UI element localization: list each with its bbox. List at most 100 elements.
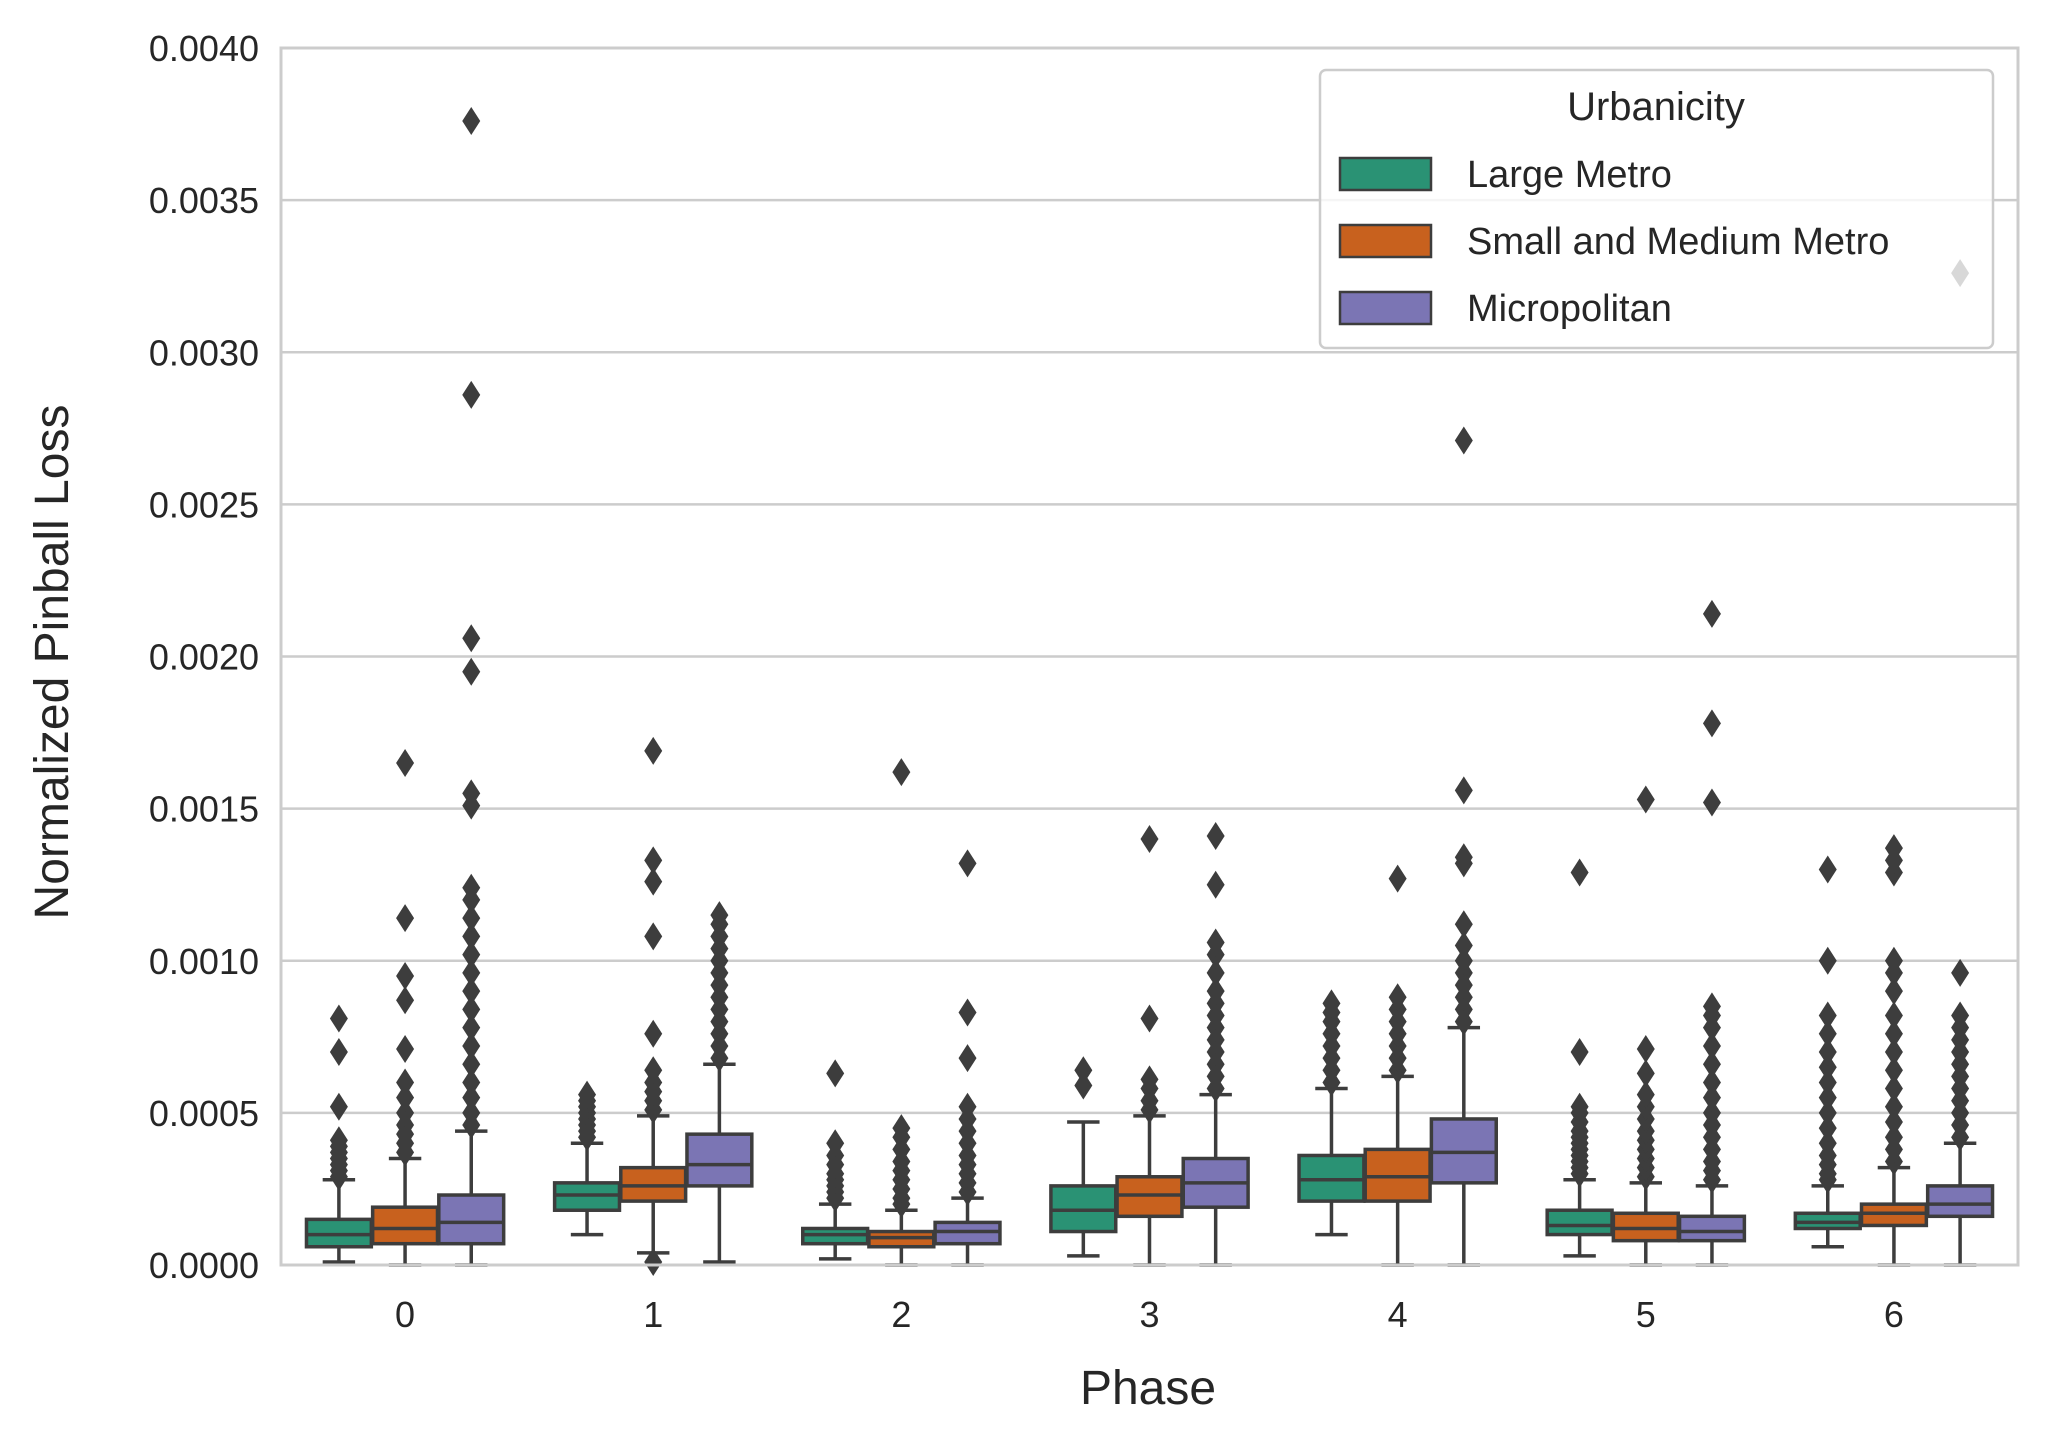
- box-micropolitan-phase-3: [1181, 822, 1250, 1267]
- outlier-point: [462, 995, 481, 1024]
- outlier-point: [462, 1031, 481, 1060]
- outlier-point: [710, 901, 729, 930]
- outlier-point: [462, 922, 481, 951]
- outlier-point: [958, 998, 977, 1027]
- outlier-point: [644, 1247, 663, 1276]
- outlier-point: [892, 1114, 911, 1143]
- outlier-point: [826, 1129, 845, 1158]
- x-tick-label: 5: [1636, 1294, 1656, 1335]
- y-tick-label: 0.0040: [149, 28, 259, 69]
- outlier-point: [462, 107, 481, 136]
- x-tick-label: 2: [891, 1294, 911, 1335]
- iqr-box: [1925, 1184, 1995, 1219]
- outlier-point: [1388, 983, 1407, 1012]
- outlier-point: [462, 1068, 481, 1097]
- outlier-point: [644, 1056, 663, 1085]
- iqr-box: [370, 1205, 440, 1246]
- box-large-metro-phase-2: [801, 1059, 870, 1261]
- outlier-point: [1884, 834, 1903, 863]
- boxes-layer: [304, 107, 1995, 1276]
- legend-label: Large Metro: [1467, 154, 1672, 196]
- outlier-point: [1074, 1071, 1093, 1100]
- outlier-point: [644, 846, 663, 875]
- outlier-point: [1074, 1056, 1093, 1085]
- outlier-point: [644, 922, 663, 951]
- outlier-point: [462, 977, 481, 1006]
- outlier-point: [462, 904, 481, 933]
- outlier-point: [462, 624, 481, 653]
- outlier-point: [1818, 1083, 1837, 1112]
- outlier-point: [462, 1050, 481, 1079]
- outlier-point: [1818, 1098, 1837, 1127]
- x-tick-label: 3: [1139, 1294, 1159, 1335]
- outlier-point: [1388, 864, 1407, 893]
- outlier-point: [396, 961, 415, 990]
- y-axis-label: Normalized Pinball Loss: [26, 405, 79, 920]
- legend-frame: [1318, 68, 1995, 350]
- box-micropolitan-phase-2: [933, 849, 1002, 1267]
- outlier-point: [1884, 1001, 1903, 1030]
- outlier-point: [1702, 992, 1721, 1021]
- outlier-point: [1454, 910, 1473, 939]
- outlier-point: [1884, 1038, 1903, 1067]
- y-tick-label: 0.0005: [149, 1093, 259, 1134]
- x-tick-label: 6: [1884, 1294, 1904, 1335]
- box-small-and-medium-metro-phase-6: [1859, 834, 1929, 1267]
- outlier-point: [1702, 788, 1721, 817]
- y-tick-label: 0.0010: [149, 941, 259, 982]
- legend-label: Small and Medium Metro: [1467, 221, 1889, 263]
- outlier-point: [462, 940, 481, 969]
- outlier-point: [1951, 1001, 1970, 1030]
- outlier-point: [329, 1038, 348, 1067]
- box-micropolitan-phase-5: [1677, 599, 1747, 1267]
- outlier-point: [1206, 822, 1225, 851]
- outlier-point: [1570, 1092, 1589, 1121]
- outlier-point: [1570, 858, 1589, 887]
- outlier-point: [1206, 958, 1225, 987]
- legend-swatch: [1338, 156, 1433, 192]
- outlier-point: [1702, 1050, 1721, 1079]
- box-micropolitan-phase-4: [1429, 426, 1498, 1267]
- outlier-point: [1636, 1034, 1655, 1063]
- box-small-and-medium-metro-phase-3: [1115, 825, 1184, 1267]
- y-tick-label: 0.0000: [149, 1245, 259, 1286]
- outlier-point: [1570, 1038, 1589, 1067]
- outlier-point: [892, 758, 911, 787]
- y-tick-label: 0.0015: [149, 789, 259, 830]
- outlier-point: [1454, 946, 1473, 975]
- outlier-point: [396, 986, 415, 1015]
- box-micropolitan-phase-1: [685, 901, 754, 1264]
- y-tick-label: 0.0025: [149, 484, 259, 525]
- legend: Urbanicity Large Metro Small and Medium M…: [1318, 68, 1995, 350]
- outlier-point: [462, 873, 481, 902]
- x-axis-ticks: 0 1 2 3 4 5 6: [395, 1294, 1904, 1335]
- outlier-point: [1702, 709, 1721, 738]
- outlier-point: [958, 1044, 977, 1073]
- outlier-point: [1884, 1123, 1903, 1152]
- outlier-point: [462, 380, 481, 409]
- outlier-point: [1636, 1080, 1655, 1109]
- outlier-point: [1818, 1068, 1837, 1097]
- outlier-point: [396, 1034, 415, 1063]
- box-large-metro-phase-6: [1793, 855, 1862, 1249]
- outlier-point: [1454, 776, 1473, 805]
- outlier-point: [462, 1013, 481, 1042]
- outlier-point: [644, 736, 663, 765]
- outlier-point: [1702, 1031, 1721, 1060]
- box-small-and-medium-metro-phase-5: [1611, 785, 1680, 1267]
- outlier-point: [1884, 946, 1903, 975]
- outlier-point: [1206, 870, 1225, 899]
- iqr-box: [1677, 1214, 1747, 1243]
- outlier-point: [826, 1059, 845, 1088]
- outlier-point: [462, 779, 481, 808]
- outlier-point: [1818, 1053, 1837, 1082]
- outlier-point: [1702, 1083, 1721, 1112]
- outlier-point: [462, 1083, 481, 1112]
- box-large-metro-phase-3: [1049, 1056, 1118, 1258]
- x-tick-label: 0: [395, 1294, 415, 1335]
- box-large-metro-phase-0: [304, 1004, 374, 1264]
- outlier-point: [1636, 785, 1655, 814]
- outlier-point: [1140, 1004, 1159, 1033]
- outlier-point: [958, 849, 977, 878]
